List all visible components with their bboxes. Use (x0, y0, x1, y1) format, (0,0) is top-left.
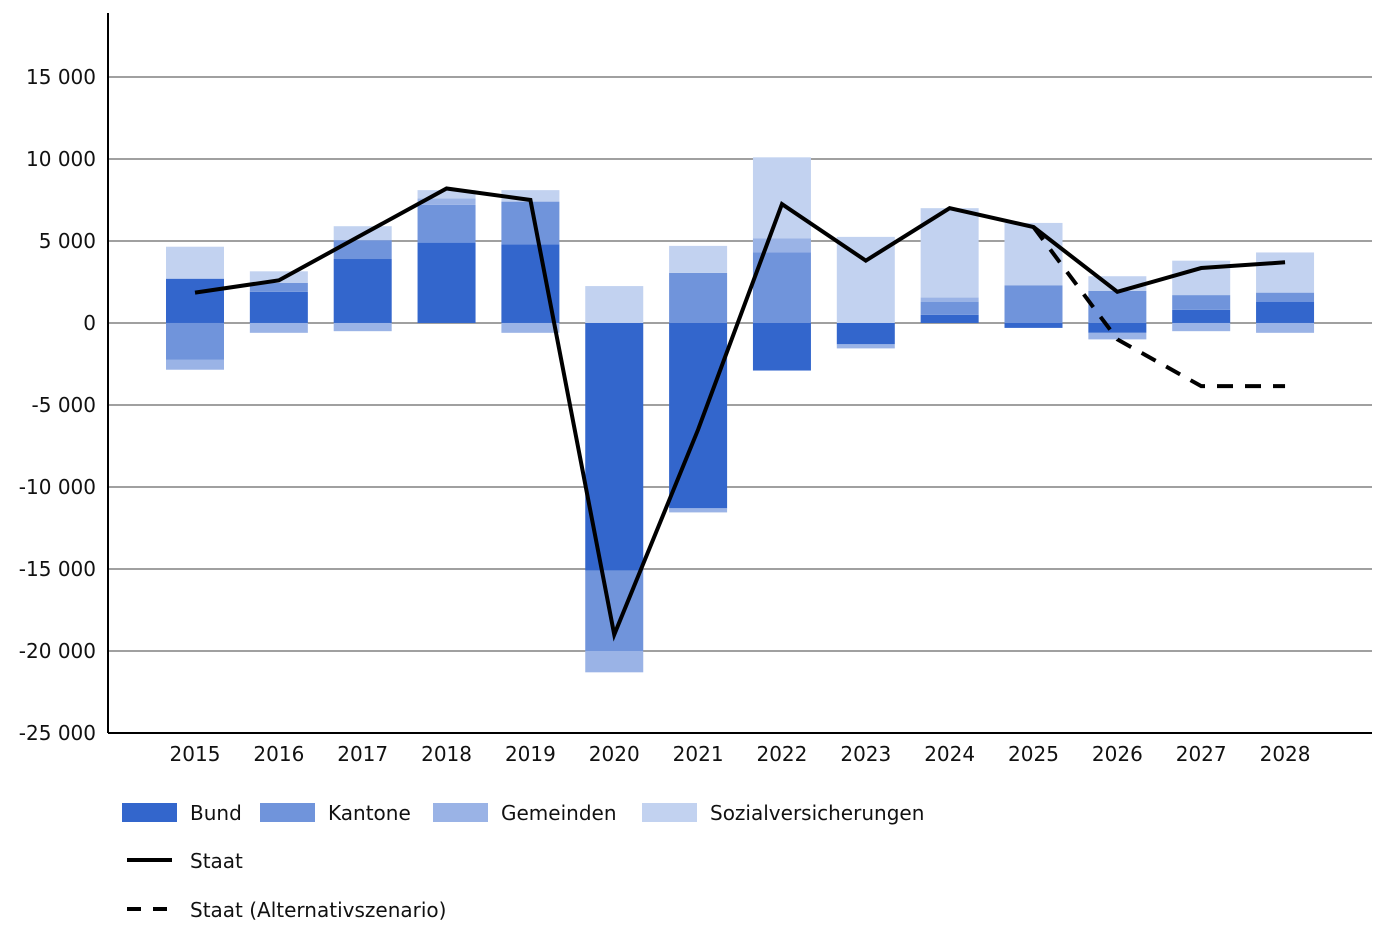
bar-kantone-2024 (920, 301, 979, 315)
bar-bund-2022 (752, 322, 811, 371)
legend-swatch (433, 803, 488, 822)
bar-bund-2017 (333, 259, 392, 323)
legend-label: Staat (190, 849, 243, 873)
bar-kantone-2025 (1004, 285, 1063, 323)
legend-label: Bund (190, 801, 242, 825)
x-tick-label: 2024 (924, 742, 975, 766)
y-tick-label: -25 000 (19, 721, 96, 745)
line-staat-alternativszenario (1031, 225, 1286, 389)
bar-bund-2023 (836, 322, 895, 345)
bar-gemeinden-2019 (501, 322, 560, 333)
bar-kantone-2016 (249, 282, 308, 292)
bar-kantone-2017 (333, 240, 392, 260)
gridlines (108, 75, 1372, 652)
bar-bund-2024 (920, 314, 979, 323)
legend-label: Gemeinden (501, 801, 617, 825)
bar-gemeinden-2020 (585, 650, 644, 673)
bar-kantone-2026 (1088, 290, 1147, 323)
bar-kantone-2021 (669, 272, 728, 323)
bar-gemeinden-2021 (669, 508, 728, 513)
bar-bund-2016 (249, 291, 308, 323)
x-tick-label: 2020 (589, 742, 640, 766)
x-tick-label: 2015 (170, 742, 221, 766)
bar-sozialversicherungen-2019 (501, 190, 560, 202)
bar-gemeinden-2016 (249, 322, 308, 333)
bar-gemeinden-2015 (166, 359, 224, 370)
bar-kantone-2015 (166, 322, 224, 360)
y-tick-label: 5 000 (39, 229, 96, 253)
x-tick-label: 2025 (1008, 742, 1059, 766)
bar-gemeinden-2028 (1256, 322, 1315, 333)
bar-sozialversicherungen-2021 (669, 245, 728, 273)
lines (194, 186, 1286, 642)
x-tick-label: 2028 (1260, 742, 1311, 766)
legend-swatch (260, 803, 315, 822)
y-tick-label: -5 000 (32, 393, 96, 417)
bar-sozialversicherungen-2016 (249, 271, 308, 283)
legend-label: Staat (Alternativszenario) (190, 898, 446, 922)
bar-bund-2025 (1004, 322, 1063, 328)
y-tick-label: -15 000 (19, 557, 96, 581)
x-tick-label: 2022 (756, 742, 807, 766)
bar-bund-2015 (166, 278, 224, 323)
bar-gemeinden-2026 (1088, 332, 1147, 340)
legend-swatch (122, 803, 177, 822)
bar-gemeinden-2022 (752, 238, 811, 253)
bar-sozialversicherungen-2020 (585, 286, 644, 323)
x-tick-label: 2018 (421, 742, 472, 766)
x-tick-label: 2016 (253, 742, 304, 766)
bar-kantone-2022 (752, 252, 811, 323)
y-tick-label: -20 000 (19, 639, 96, 663)
bar-bund-2028 (1256, 301, 1315, 323)
line-staat (194, 186, 1286, 642)
x-tick-label: 2027 (1176, 742, 1227, 766)
bar-kantone-2018 (417, 204, 476, 243)
bar-gemeinden-2024 (920, 297, 979, 302)
x-tick-label: 2026 (1092, 742, 1143, 766)
x-tick-label: 2019 (505, 742, 556, 766)
legend: Bund Kantone Gemeinden Sozialversicherungen… (122, 801, 924, 922)
bar-gemeinden-2027 (1172, 322, 1231, 332)
x-tick-label: 2023 (840, 742, 891, 766)
bar-bund-2018 (417, 242, 476, 323)
bar-sozialversicherungen-2018 (417, 190, 476, 199)
legend-swatch (642, 803, 697, 822)
bar-sozialversicherungen-2023 (836, 236, 895, 323)
bar-kantone-2028 (1256, 292, 1315, 302)
bars (166, 157, 1315, 673)
y-tick-label: 0 (83, 311, 96, 335)
legend-label: Sozialversicherungen (710, 801, 924, 825)
bar-kantone-2027 (1172, 295, 1231, 310)
legend-label: Kantone (328, 801, 411, 825)
bar-bund-2026 (1088, 322, 1147, 333)
bar-gemeinden-2023 (836, 344, 895, 349)
bar-sozialversicherungen-2022 (752, 157, 811, 239)
y-tick-label: 10 000 (26, 147, 96, 171)
bar-gemeinden-2017 (333, 322, 392, 332)
bar-sozialversicherungen-2028 (1256, 252, 1315, 293)
y-tick-label: 15 000 (26, 65, 96, 89)
y-tick-label: -10 000 (19, 475, 96, 499)
bar-bund-2027 (1172, 309, 1231, 323)
bar-sozialversicherungen-2024 (920, 208, 979, 298)
x-tick-label: 2021 (673, 742, 724, 766)
x-tick-label: 2017 (337, 742, 388, 766)
bar-sozialversicherungen-2015 (166, 246, 224, 279)
bar-gemeinden-2018 (417, 198, 476, 205)
axes: 15 000 10 000 5 000 0 -5 000 -10 000 -15 000 -2… (19, 13, 1372, 766)
